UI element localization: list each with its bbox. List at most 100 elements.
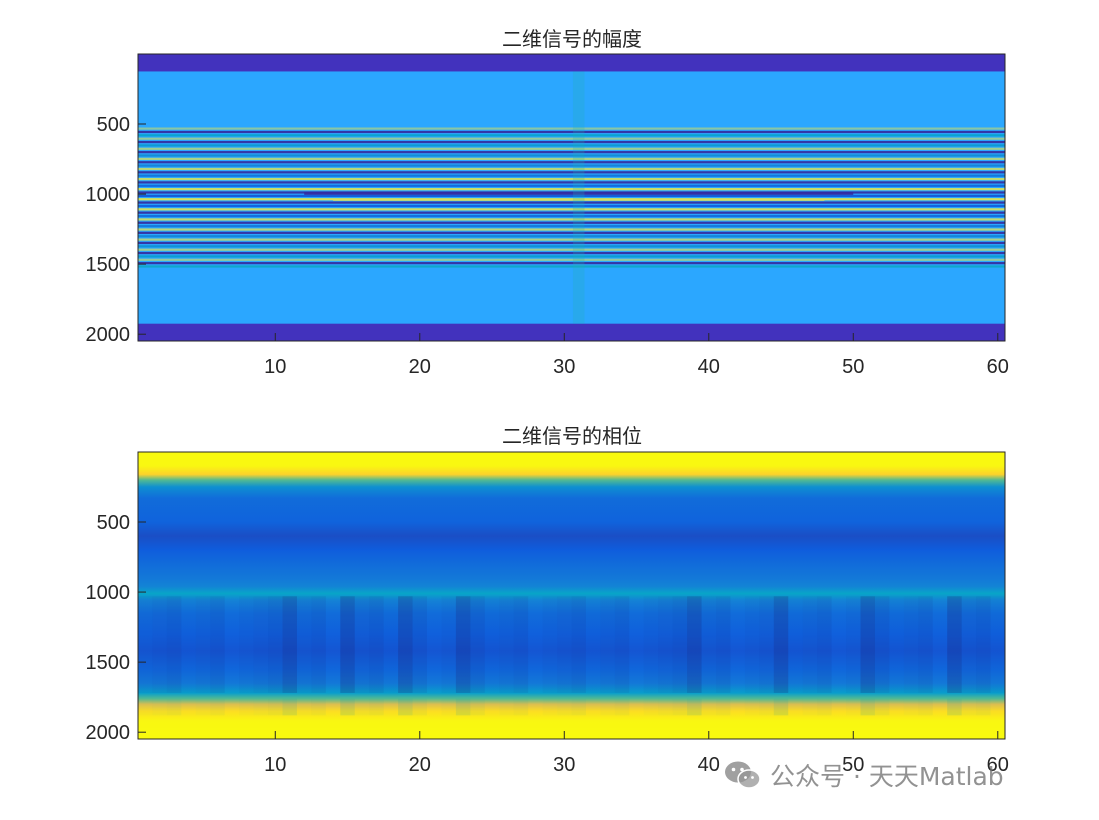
amplitude-stripe — [138, 164, 1005, 167]
phase-column-shade — [543, 596, 557, 693]
amplitude-stripe — [138, 241, 1005, 245]
amplitude-stripe — [138, 258, 1005, 261]
phase-column-shade — [745, 596, 759, 693]
phase-column-shade — [513, 596, 529, 693]
phase-column-edge — [846, 699, 860, 716]
phase-column-shade — [716, 596, 731, 693]
phase-column-shade — [470, 596, 485, 693]
amplitude-stripe — [138, 130, 1005, 134]
phase-column-edge — [196, 699, 210, 716]
phase-column-shade — [166, 596, 182, 693]
phase-column-edge — [166, 698, 182, 716]
x-tick-label: 50 — [842, 754, 864, 776]
phase-column-edge — [586, 699, 600, 716]
y-tick-label: 500 — [97, 114, 130, 136]
amplitude-stripe — [138, 167, 1005, 171]
phase-column-edge — [961, 698, 977, 716]
phase-column-edge — [485, 699, 499, 716]
amplitude-stripe — [138, 177, 1005, 181]
phase-axes-box — [137, 451, 1006, 740]
amplitude-stripe — [138, 225, 1005, 228]
phase-column-edge — [874, 698, 890, 716]
amplitude-center-bright — [333, 198, 825, 201]
phase-column-edge — [340, 698, 355, 716]
amplitude-stripe — [138, 211, 1005, 214]
phase-column-edge — [716, 698, 731, 716]
phase-column-edge — [470, 698, 485, 716]
phase-column-edge — [745, 699, 759, 716]
phase-column-shade — [658, 596, 673, 693]
amplitude-axes-box — [137, 53, 1006, 342]
amplitude-stripe — [138, 127, 1005, 130]
x-tick-label: 30 — [553, 356, 575, 378]
amplitude-stripe — [138, 134, 1005, 137]
phase-column-shade — [976, 596, 991, 693]
phase-column-shade — [860, 596, 875, 693]
amplitude-center-column — [572, 71, 585, 324]
phase-column-shade — [874, 596, 890, 693]
watermark-text: 公众号 · 天天Matlab — [770, 762, 1004, 791]
phase-column-edge — [384, 699, 398, 716]
x-tick-label: 10 — [264, 754, 286, 776]
amplitude-stripe — [138, 221, 1005, 224]
amplitude-stripe — [138, 194, 1005, 197]
amplitude-stripe — [138, 231, 1005, 234]
phase-column-edge — [282, 698, 297, 716]
phase-column-shade — [991, 596, 1005, 693]
y-tick-label: 1000 — [86, 582, 131, 604]
phase-column-shade — [947, 596, 962, 693]
amplitude-stripe — [138, 137, 1005, 140]
watermark: 公众号 · 天天Matlab — [724, 757, 1004, 793]
phase-column-edge — [513, 698, 529, 716]
amplitude-stripes — [138, 127, 1005, 268]
amplitude-stripe — [138, 265, 1005, 268]
y-tick-label: 1500 — [86, 652, 131, 674]
phase-column-shade — [152, 596, 167, 693]
amplitude-stripe — [138, 248, 1005, 251]
amplitude-stripe — [138, 161, 1005, 164]
phase-column-shade — [340, 596, 355, 693]
phase-column-edge — [687, 698, 702, 716]
phase-column-shade — [614, 596, 630, 693]
amplitude-stripe — [138, 171, 1005, 174]
amplitude-band-low — [138, 323, 1005, 341]
phase-column-shade — [282, 596, 297, 693]
amplitude-stripe — [138, 157, 1005, 160]
x-tick-label: 50 — [842, 356, 864, 378]
phase-column-shade — [384, 596, 398, 693]
phase-column-shade — [210, 596, 225, 693]
phase-column-shade — [268, 596, 283, 693]
phase-column-edge — [311, 698, 326, 716]
amplitude-stripe — [138, 251, 1005, 255]
phase-column-shade — [889, 596, 903, 693]
amplitude-stripe — [138, 140, 1005, 144]
phase-column-edge — [889, 699, 903, 716]
phase-column-shade — [455, 596, 471, 693]
phase-column-shade — [181, 596, 195, 693]
amplitude-title: 二维信号的幅度 — [502, 27, 642, 51]
phase-column-edge — [369, 698, 384, 716]
phase-column-edge — [354, 698, 370, 716]
amplitude-background — [138, 54, 1005, 341]
amplitude-stripe — [138, 144, 1005, 147]
amplitude-stripe — [138, 201, 1005, 204]
phase-column-shade — [253, 596, 269, 693]
phase-column-edge — [991, 699, 1005, 716]
phase-column-shade — [195, 596, 211, 693]
phase-column-edge — [860, 698, 875, 716]
phase-column-edge — [759, 698, 774, 716]
amplitude-stripe — [138, 238, 1005, 241]
phase-columns — [152, 596, 1005, 716]
phase-column-edge — [543, 699, 557, 716]
phase-column-edge — [614, 698, 630, 716]
amplitude-stripe — [138, 245, 1005, 248]
phase-column-edge — [152, 698, 167, 716]
y-tick-label: 2000 — [86, 324, 131, 346]
amplitude-band-low — [138, 54, 1005, 72]
x-tick-label: 60 — [987, 356, 1009, 378]
phase-column-shade — [412, 596, 427, 693]
wechat-icon — [725, 761, 761, 789]
x-tick-label: 60 — [987, 754, 1009, 776]
amplitude-stripe — [138, 262, 1005, 265]
